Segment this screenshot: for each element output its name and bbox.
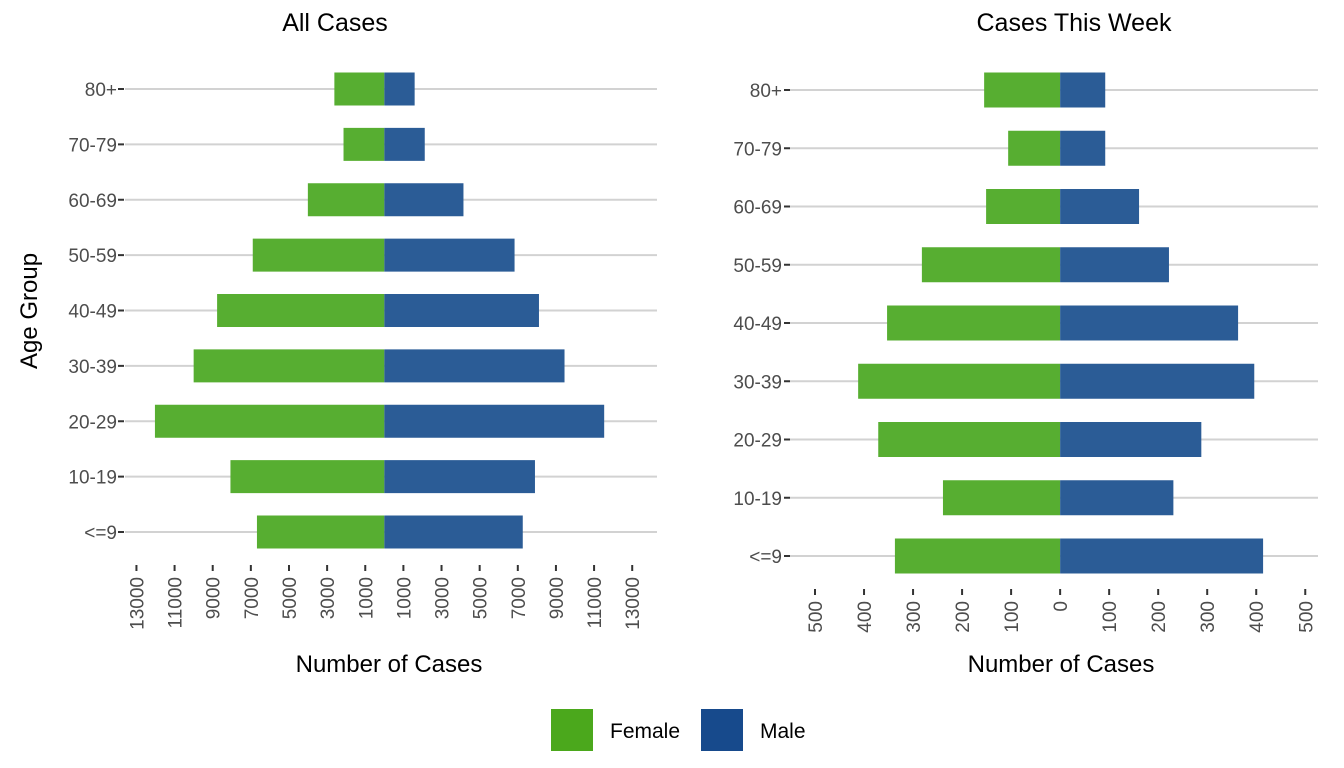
y-tick-label: 50-59	[733, 256, 782, 277]
y-tick-label: 20-29	[733, 431, 782, 452]
bar-male	[384, 349, 565, 383]
legend-key-male	[701, 709, 743, 751]
x-tick-label: 13000	[127, 577, 148, 630]
bar-male	[384, 515, 523, 549]
x-tick-label: 3000	[318, 577, 339, 619]
bar-female	[921, 247, 1061, 283]
bar-female	[942, 480, 1061, 516]
x-tick-label: 9000	[547, 577, 568, 619]
legend-label-female: Female	[610, 720, 680, 743]
chart-title-cases-this-week: Cases This Week	[977, 9, 1172, 37]
bar-female	[256, 515, 385, 549]
x-tick-label: 400	[1247, 601, 1268, 633]
chart-title-all-cases: All Cases	[282, 9, 388, 37]
bar-male	[384, 183, 464, 217]
bar-female	[858, 363, 1061, 399]
x-tick-label: 7000	[509, 577, 530, 619]
bar-female	[986, 189, 1061, 224]
bar-male	[1060, 72, 1106, 108]
y-tick-label: 30-39	[68, 357, 117, 378]
y-tick-label: <=9	[749, 547, 782, 568]
panel-all-cases: All Cases 80+ 70-79 60-69 50-59 40-49 30-39 20…	[16, 9, 657, 678]
x-tick-label: 100	[1002, 601, 1023, 633]
bar-female	[894, 538, 1061, 574]
y-tick-label: 10-19	[68, 468, 117, 489]
y-tick-labels-all-cases: 80+ 70-79 60-69 50-59 40-49 30-39 20-29 10-19 <=…	[68, 80, 124, 544]
legend: Female Male	[551, 709, 806, 751]
bar-male	[384, 72, 415, 106]
bar-male	[1060, 422, 1202, 457]
bar-male	[1060, 247, 1169, 283]
x-tick-label: 11000	[166, 577, 187, 628]
bar-female	[334, 72, 385, 106]
x-tick-labels-cases-this-week: 500 400 300 200 100 0 100 200 300 400 500	[806, 589, 1317, 633]
bar-female	[193, 349, 385, 383]
bar-male	[384, 127, 425, 161]
x-tick-label: 300	[904, 601, 925, 633]
legend-key-female	[551, 709, 593, 751]
y-tick-label: 70-79	[733, 139, 782, 160]
y-tick-label: 40-49	[733, 314, 782, 335]
x-tick-label: 5000	[471, 577, 492, 619]
bar-male	[384, 404, 605, 438]
y-tick-label: 80+	[750, 81, 782, 102]
x-tick-label: 400	[855, 601, 876, 633]
bar-male	[1060, 189, 1140, 224]
y-tick-label: 50-59	[68, 246, 117, 267]
bar-male	[384, 238, 515, 272]
x-tick-label: 3000	[433, 577, 454, 619]
y-tick-label: 40-49	[68, 302, 117, 323]
y-tick-label: <=9	[84, 523, 117, 544]
bars-cases-this-week	[858, 72, 1264, 574]
bar-male	[384, 294, 539, 327]
y-tick-label: 10-19	[733, 489, 782, 510]
x-tick-label: 100	[1100, 601, 1121, 633]
x-tick-label: 0	[1051, 601, 1072, 612]
y-tick-labels-cases-this-week: 80+ 70-79 60-69 50-59 40-49 30-39 20-29 10-19 <=…	[733, 81, 790, 568]
x-tick-label: 500	[1296, 601, 1317, 633]
x-tick-label: 200	[953, 601, 974, 633]
bar-female	[887, 305, 1061, 341]
bars-all-cases	[154, 72, 605, 549]
panel-cases-this-week: Cases This Week 80+ 70-79 60-69 50-59 40-49 3…	[733, 9, 1318, 678]
x-tick-label: 13000	[623, 577, 644, 630]
bar-female	[307, 183, 385, 217]
x-tick-label: 500	[806, 601, 827, 633]
y-tick-label: 70-79	[68, 135, 117, 156]
bar-male	[1060, 305, 1239, 341]
y-axis-title: Age Group	[16, 253, 43, 369]
x-tick-label: 1000	[356, 577, 377, 619]
x-tick-labels-all-cases: 13000 11000 9000 7000 5000 3000 1000 1000 3000 50…	[127, 565, 644, 630]
bar-female	[252, 238, 385, 272]
x-tick-label: 9000	[204, 577, 225, 619]
y-tick-label: 60-69	[733, 198, 782, 219]
bar-female	[878, 422, 1061, 457]
y-tick-label: 80+	[85, 80, 117, 101]
bar-female	[984, 72, 1061, 108]
bar-female	[1008, 130, 1061, 166]
x-tick-label: 5000	[280, 577, 301, 619]
bar-female	[343, 127, 385, 161]
x-axis-title-all-cases: Number of Cases	[296, 651, 483, 678]
y-tick-label: 30-39	[733, 372, 782, 393]
bar-female	[230, 460, 385, 494]
y-tick-label: 60-69	[68, 191, 117, 212]
y-tick-label: 20-29	[68, 412, 117, 433]
bar-male	[1060, 480, 1174, 516]
bar-male	[1060, 130, 1106, 166]
x-tick-label: 1000	[394, 577, 415, 619]
bar-female	[217, 294, 385, 327]
x-tick-label: 7000	[242, 577, 263, 619]
x-axis-title-cases-this-week: Number of Cases	[968, 651, 1155, 678]
bar-male	[1060, 363, 1255, 399]
x-tick-label: 300	[1198, 601, 1219, 633]
x-tick-label: 11000	[585, 577, 606, 628]
x-tick-label: 200	[1149, 601, 1170, 633]
bar-female	[154, 404, 385, 438]
bar-male	[1060, 538, 1264, 574]
bar-male	[384, 460, 535, 494]
legend-label-male: Male	[760, 720, 806, 743]
